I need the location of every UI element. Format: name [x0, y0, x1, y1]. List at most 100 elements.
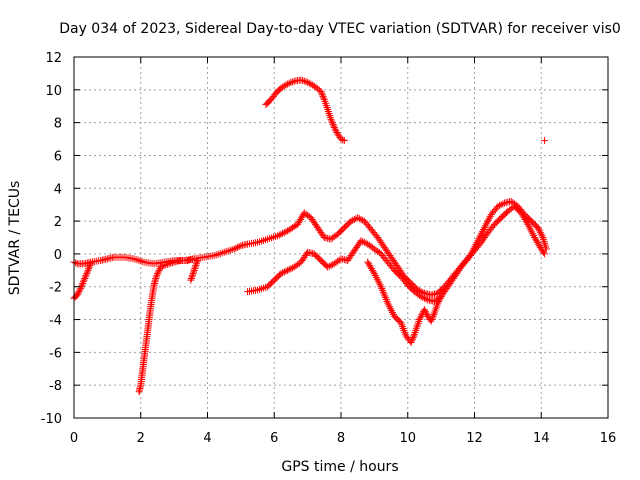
data-point — [375, 249, 383, 257]
data-point — [85, 265, 93, 273]
data-point — [319, 92, 327, 100]
x-tick-label: 14 — [533, 431, 550, 446]
data-point — [317, 87, 325, 95]
y-tick-label: 10 — [45, 84, 62, 99]
data-point — [378, 285, 386, 293]
data-point — [81, 275, 89, 283]
data-point — [324, 263, 332, 271]
data-point — [78, 281, 86, 289]
data-point — [297, 76, 305, 84]
data-point — [275, 231, 283, 239]
data-point — [497, 201, 505, 209]
data-point — [407, 339, 415, 347]
data-point — [383, 297, 391, 305]
data-point — [435, 297, 443, 305]
data-point — [235, 243, 243, 251]
data-point — [191, 265, 199, 273]
data-point — [277, 230, 285, 238]
y-tick-label: 4 — [54, 182, 62, 197]
data-point — [86, 261, 94, 269]
y-tick-label: -6 — [49, 346, 62, 361]
data-point — [168, 259, 176, 267]
data-point — [369, 268, 377, 276]
data-point — [428, 316, 436, 324]
data-point — [83, 270, 91, 278]
data-point — [381, 292, 389, 300]
data-point — [416, 314, 424, 322]
x-tick-label: 6 — [270, 431, 278, 446]
data-point — [536, 229, 544, 237]
data-point — [80, 276, 88, 284]
data-point — [422, 309, 430, 317]
data-point — [153, 271, 161, 279]
data-point — [340, 137, 348, 145]
data-point — [422, 295, 430, 303]
x-tick-label: 0 — [70, 431, 78, 446]
data-point — [382, 295, 390, 303]
data-point — [285, 79, 293, 87]
data-point — [359, 238, 367, 246]
y-tick-label: 8 — [54, 117, 62, 132]
chart-title: Day 034 of 2023, Sidereal Day-to-day VTE… — [59, 21, 621, 37]
data-point — [189, 270, 197, 278]
x-axis-label: GPS time / hours — [281, 459, 398, 475]
x-tick-label: 2 — [137, 431, 145, 446]
data-point — [193, 258, 201, 266]
data-point — [349, 216, 357, 224]
data-point — [377, 283, 385, 291]
data-point — [154, 268, 162, 276]
data-point — [320, 94, 328, 102]
data-point — [230, 245, 238, 253]
x-tick-label: 8 — [337, 431, 345, 446]
data-point — [331, 125, 339, 133]
data-point — [188, 271, 196, 279]
data-point — [234, 243, 242, 251]
data-point — [187, 275, 195, 283]
data-point — [327, 261, 335, 269]
x-tick-label: 4 — [203, 431, 211, 446]
data-point — [420, 294, 428, 302]
data-point — [167, 259, 175, 267]
data-point — [428, 314, 436, 322]
data-point — [282, 267, 290, 275]
data-point — [163, 260, 171, 268]
data-point — [285, 265, 293, 273]
data-point — [280, 268, 288, 276]
x-tick-label: 10 — [399, 431, 416, 446]
data-point — [188, 273, 196, 281]
data-point — [328, 119, 336, 127]
data-point — [192, 260, 200, 268]
data-point — [153, 270, 161, 278]
data-point — [535, 225, 543, 233]
data-point — [408, 335, 416, 343]
data-point — [541, 137, 549, 145]
data-point — [382, 294, 389, 302]
data-point — [329, 120, 337, 128]
data-point — [193, 256, 201, 264]
data-point — [187, 276, 195, 284]
data-point — [417, 293, 425, 301]
data-point — [279, 229, 287, 237]
data-point — [279, 269, 287, 277]
data-point — [339, 136, 347, 144]
data-point — [79, 278, 87, 286]
data-points — [70, 76, 550, 396]
axis-ticks: 0 2 4 6 8 10 12 14 16 -10 -8 -6 -4 -2 0 2 4 6 8 10 12 — [41, 51, 617, 446]
x-tick-label: 16 — [600, 431, 617, 446]
data-point — [347, 217, 355, 225]
y-axis-label: SDTVAR / TECUs — [7, 181, 23, 296]
data-point — [77, 284, 85, 292]
data-point — [417, 312, 425, 320]
data-point — [541, 250, 549, 258]
data-point — [232, 244, 240, 252]
data-point — [318, 91, 326, 99]
data-point — [496, 202, 504, 210]
data-point — [332, 127, 340, 135]
data-point — [287, 78, 295, 86]
data-point — [290, 77, 298, 85]
data-point — [192, 261, 200, 269]
data-point — [412, 327, 420, 335]
data-point — [282, 81, 290, 89]
data-point — [379, 286, 387, 294]
